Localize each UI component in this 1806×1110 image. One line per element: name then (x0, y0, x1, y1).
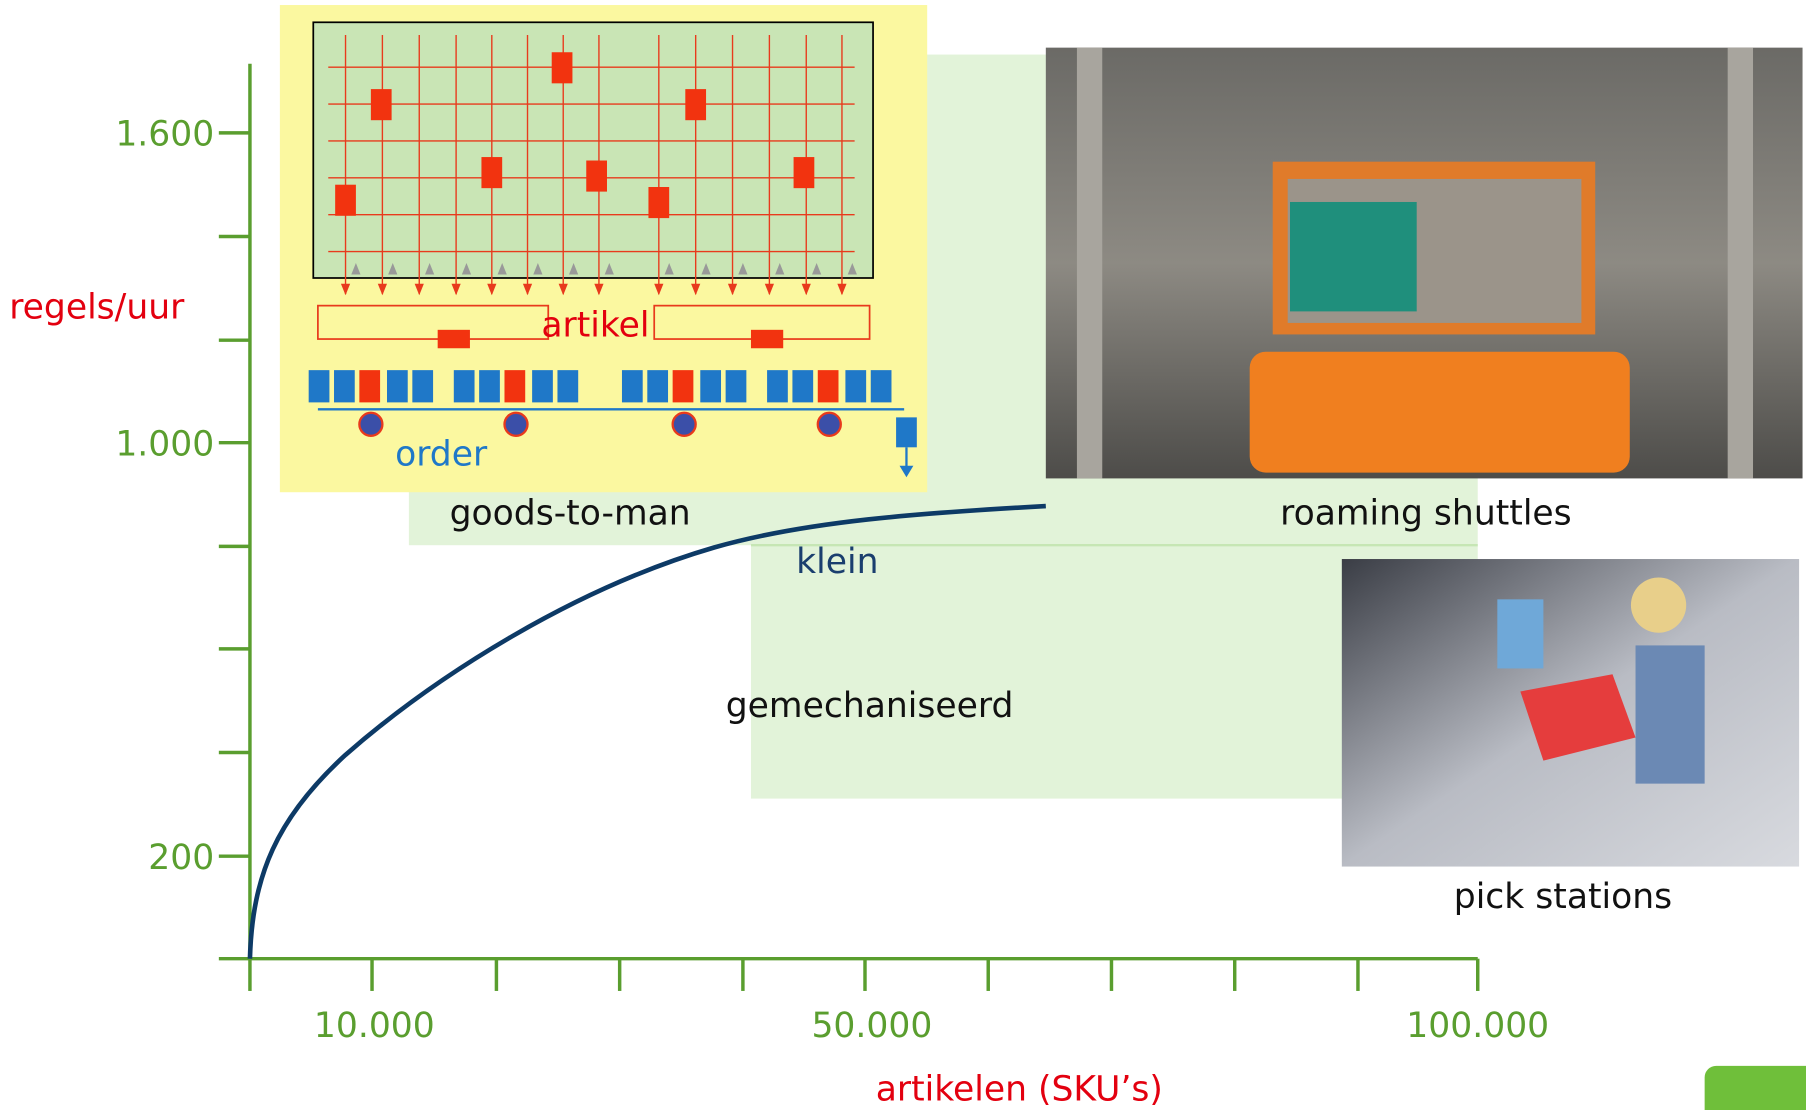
arrow-head (594, 283, 604, 296)
arrow-up (812, 263, 822, 275)
order-slot (725, 370, 747, 403)
storage-grid (312, 21, 874, 279)
arrow-up (497, 263, 507, 275)
photo-caption: pick stations (1454, 877, 1672, 917)
order-slot (387, 370, 408, 403)
shuttle-body (1249, 351, 1630, 473)
order-slot (621, 370, 643, 403)
curve (247, 503, 1046, 959)
order-box (896, 417, 917, 448)
tote (481, 157, 503, 189)
pick-slot (672, 370, 694, 403)
order-slot (792, 370, 814, 403)
arrow-up (461, 263, 472, 275)
operator (1635, 645, 1705, 784)
arrow-head (451, 283, 461, 296)
region-label: klein (796, 542, 878, 582)
picker (816, 411, 842, 437)
x-tick-label: 10.000 (314, 1006, 435, 1046)
arrow-head (340, 283, 351, 296)
pick-tray (1520, 674, 1636, 761)
order-slot (532, 370, 553, 403)
arrow-up (847, 263, 857, 275)
order-slot (412, 370, 434, 403)
arrow-up (351, 263, 361, 275)
goods-to-man-diagram: artikel order (279, 5, 928, 493)
rack-post (1076, 47, 1103, 479)
axes (218, 63, 1480, 991)
arrow-head (899, 465, 914, 478)
photo-roaming-shuttles (1045, 47, 1803, 479)
arrow-head (377, 283, 387, 296)
diagram-label: order (395, 435, 488, 475)
y-tick-label: 1.000 (115, 424, 214, 464)
picker (671, 411, 697, 437)
arrow-head (764, 283, 774, 296)
tote (335, 184, 356, 216)
y-tick-label: 200 (148, 838, 214, 878)
order-slot (845, 370, 867, 403)
logo (1704, 1065, 1806, 1110)
arrow-head (837, 283, 847, 296)
order-slot (308, 370, 330, 403)
arrow-head (522, 283, 533, 296)
arrow-up (664, 263, 674, 275)
x-tick-label: 50.000 (811, 1006, 932, 1046)
order-slot (700, 370, 722, 403)
tote (685, 89, 707, 121)
order-slot (870, 370, 892, 403)
tote (551, 52, 573, 84)
x-tick-label: 100.000 (1406, 1006, 1549, 1046)
photo-caption: roaming shuttles (1280, 493, 1572, 533)
region-label: gemechaniseerd (726, 686, 1014, 726)
arrow-up (701, 263, 711, 275)
arrow-up (775, 263, 785, 275)
pick-slot (359, 370, 381, 403)
y-axis-label: regels/uur (9, 287, 185, 327)
operator-head (1630, 577, 1687, 633)
buffer (317, 304, 550, 340)
order-slot (647, 370, 669, 403)
arrow-head (654, 283, 664, 296)
arrow-head (691, 283, 701, 296)
rack-post (1727, 47, 1754, 479)
order-slot (334, 370, 355, 403)
arrow-head (801, 283, 811, 296)
diagram-label: artikel (541, 306, 649, 346)
pick-slot (504, 370, 526, 403)
order-slot (767, 370, 788, 403)
arrow-up (604, 263, 614, 275)
tote (750, 329, 784, 349)
order-slot (557, 370, 579, 403)
y-tick-label: 1.600 (115, 115, 214, 155)
arrow-up (738, 263, 748, 275)
arrow-up (388, 263, 398, 275)
tote (370, 89, 392, 121)
order-slot (479, 370, 500, 403)
arrow-head (487, 283, 497, 296)
tote (648, 187, 670, 219)
screen (1497, 599, 1544, 669)
arrow-head (727, 283, 738, 296)
green-tote (1290, 201, 1417, 312)
region-label: goods-to-man (450, 493, 691, 533)
arrow-head (558, 283, 568, 296)
order-slot (453, 370, 475, 403)
arrow-up (568, 263, 579, 275)
photo-pick-stations (1341, 559, 1800, 867)
pick-slot (817, 370, 839, 403)
picker (503, 411, 529, 437)
arrow-up (533, 263, 543, 275)
tote (793, 157, 815, 189)
picker (358, 411, 384, 437)
tote (586, 160, 607, 192)
arrow-up (425, 263, 435, 275)
tote (437, 329, 470, 349)
arrow-head (414, 283, 424, 296)
x-axis-label: artikelen (SKU’s) (876, 1069, 1163, 1109)
